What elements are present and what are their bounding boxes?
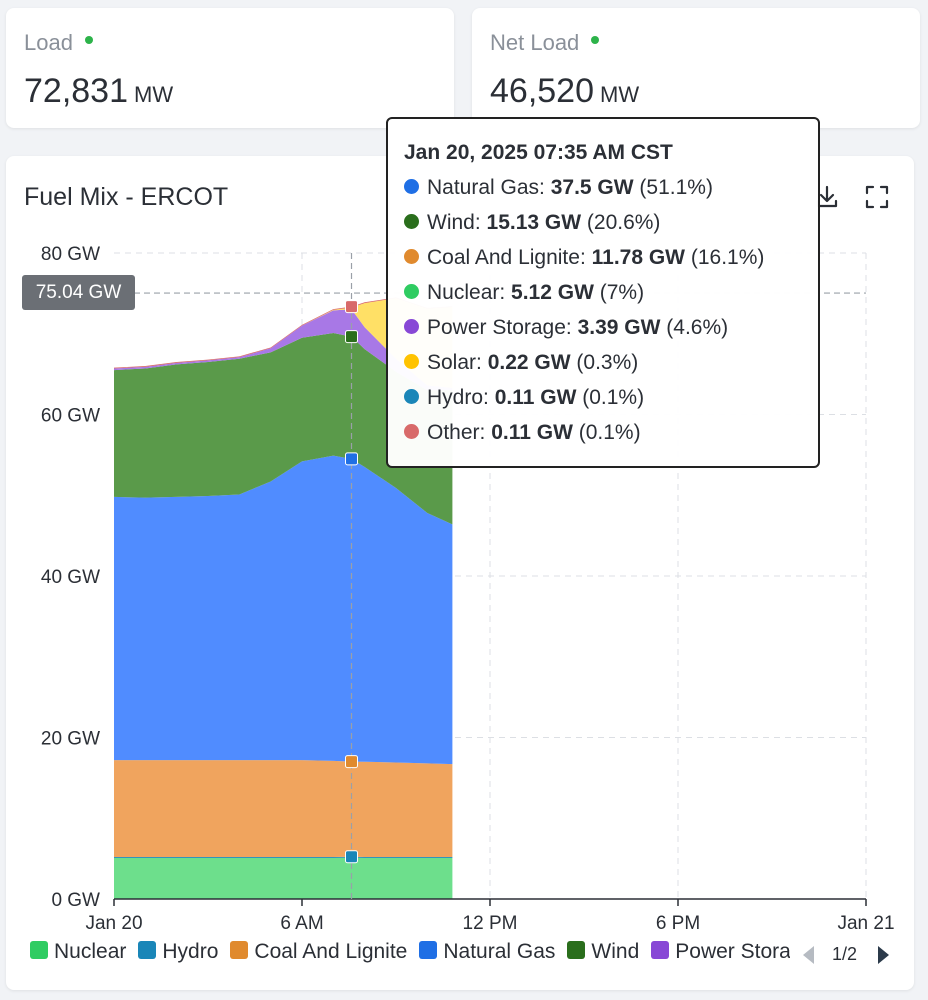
legend-next-icon[interactable] bbox=[876, 944, 892, 971]
legend-page: 1/2 bbox=[832, 944, 858, 964]
load-card: Load 72,831 MW bbox=[6, 8, 454, 128]
crosshair-y-label: 75.04 GW bbox=[22, 275, 135, 310]
legend-swatch bbox=[138, 941, 157, 960]
legend-swatch bbox=[567, 941, 586, 960]
net-load-value: 46,520 MW bbox=[490, 72, 640, 110]
series-swatch bbox=[404, 283, 419, 299]
series-swatch bbox=[404, 353, 419, 369]
series-swatch bbox=[404, 318, 419, 334]
tooltip-row: Hydro: 0.11 GW (0.1%) bbox=[404, 386, 644, 410]
chart-title: Fuel Mix - ERCOT bbox=[24, 183, 229, 211]
load-value: 72,831 MW bbox=[24, 72, 174, 110]
legend-swatch bbox=[30, 941, 48, 960]
legend-item[interactable]: Natural Gas bbox=[419, 940, 555, 964]
legend-item[interactable]: Coal And Lignite bbox=[230, 940, 407, 964]
legend-item[interactable]: Power Storage bbox=[651, 940, 790, 964]
status-dot bbox=[84, 36, 93, 45]
legend-swatch bbox=[230, 941, 249, 960]
legend-item[interactable]: Hydro bbox=[138, 940, 218, 964]
legend-item[interactable]: Nuclear bbox=[30, 940, 126, 964]
series-swatch bbox=[404, 423, 419, 439]
net-load-unit: MW bbox=[600, 82, 640, 107]
load-unit: MW bbox=[134, 82, 174, 107]
tooltip-row: Coal And Lignite: 11.78 GW (16.1%) bbox=[404, 246, 764, 270]
load-label: Load bbox=[24, 30, 93, 56]
series-swatch bbox=[404, 213, 419, 229]
series-swatch bbox=[404, 388, 419, 404]
tooltip-title: Jan 20, 2025 07:35 AM CST bbox=[404, 141, 673, 164]
fullscreen-icon[interactable] bbox=[864, 184, 890, 210]
tooltip-row: Power Storage: 3.39 GW (4.6%) bbox=[404, 316, 728, 340]
tooltip-row: Other: 0.11 GW (0.1%) bbox=[404, 421, 641, 445]
tooltip-row: Wind: 15.13 GW (20.6%) bbox=[404, 211, 660, 235]
chart-tooltip: Jan 20, 2025 07:35 AM CST Natural Gas: 3… bbox=[386, 117, 820, 468]
tooltip-row: Natural Gas: 37.5 GW (51.1%) bbox=[404, 176, 713, 200]
series-swatch bbox=[404, 248, 419, 264]
series-swatch bbox=[404, 178, 419, 194]
legend-item[interactable]: Wind bbox=[567, 940, 639, 964]
legend-swatch bbox=[419, 941, 438, 960]
legend-swatch bbox=[651, 941, 670, 960]
tooltip-row: Solar: 0.22 GW (0.3%) bbox=[404, 351, 638, 375]
net-load-card: Net Load 46,520 MW bbox=[472, 8, 920, 128]
tooltip-row: Nuclear: 5.12 GW (7%) bbox=[404, 281, 644, 305]
chart-legend: Nuclear Hydro Coal And Lignite Natural Gas W… bbox=[30, 940, 790, 970]
status-dot bbox=[591, 36, 600, 45]
legend-prev-icon[interactable] bbox=[800, 944, 816, 971]
net-load-label: Net Load bbox=[490, 30, 600, 56]
